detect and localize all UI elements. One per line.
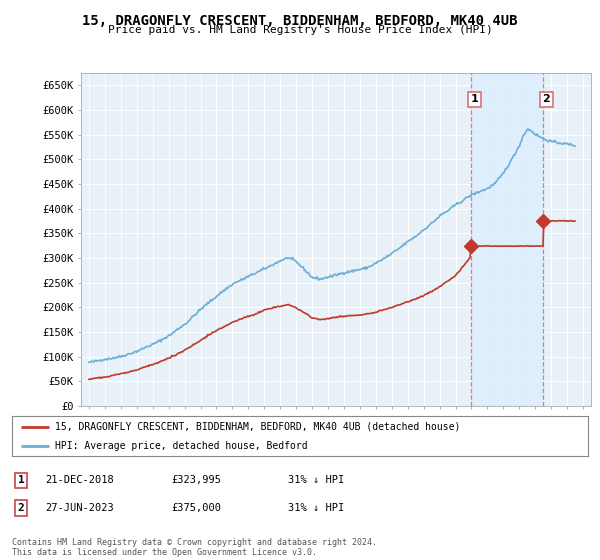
Text: 31% ↓ HPI: 31% ↓ HPI xyxy=(288,475,344,486)
Text: Contains HM Land Registry data © Crown copyright and database right 2024.
This d: Contains HM Land Registry data © Crown c… xyxy=(12,538,377,557)
Text: £375,000: £375,000 xyxy=(171,503,221,513)
Text: 21-DEC-2018: 21-DEC-2018 xyxy=(45,475,114,486)
Text: 1: 1 xyxy=(470,95,478,105)
Text: 27-JUN-2023: 27-JUN-2023 xyxy=(45,503,114,513)
Text: HPI: Average price, detached house, Bedford: HPI: Average price, detached house, Bedf… xyxy=(55,441,308,450)
Text: 31% ↓ HPI: 31% ↓ HPI xyxy=(288,503,344,513)
Text: Price paid vs. HM Land Registry's House Price Index (HPI): Price paid vs. HM Land Registry's House … xyxy=(107,25,493,35)
Text: 15, DRAGONFLY CRESCENT, BIDDENHAM, BEDFORD, MK40 4UB (detached house): 15, DRAGONFLY CRESCENT, BIDDENHAM, BEDFO… xyxy=(55,422,461,432)
Text: 2: 2 xyxy=(17,503,25,513)
Text: 2: 2 xyxy=(542,95,550,105)
Bar xyxy=(471,73,543,406)
Text: 15, DRAGONFLY CRESCENT, BIDDENHAM, BEDFORD, MK40 4UB: 15, DRAGONFLY CRESCENT, BIDDENHAM, BEDFO… xyxy=(82,14,518,28)
Text: £323,995: £323,995 xyxy=(171,475,221,486)
Text: 1: 1 xyxy=(17,475,25,486)
